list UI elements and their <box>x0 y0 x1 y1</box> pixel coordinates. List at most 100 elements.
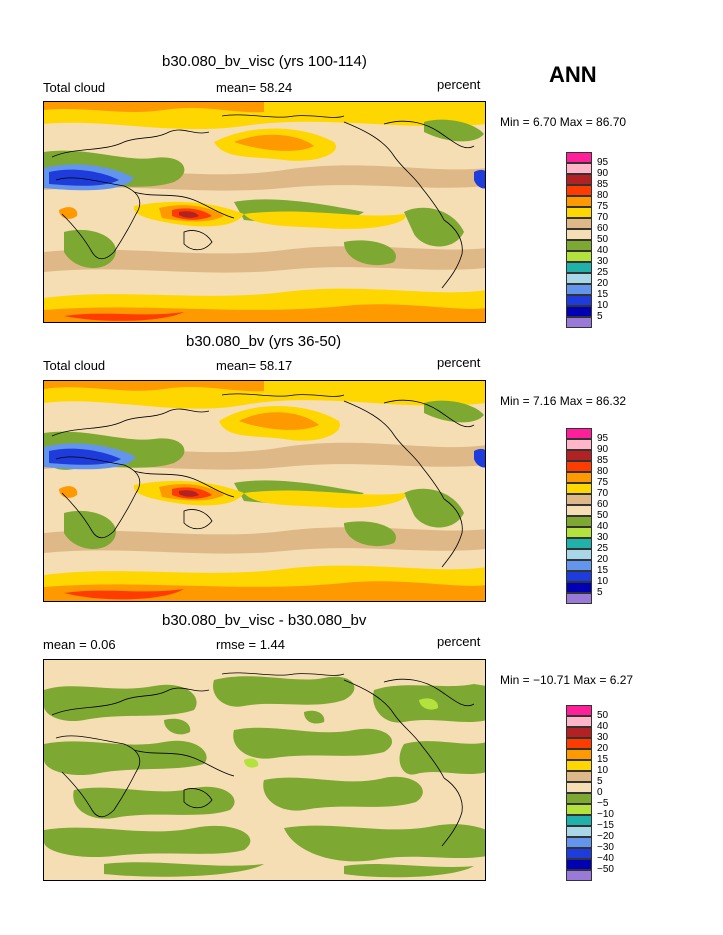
colorbar-swatch <box>566 771 592 782</box>
colorbar-level-label: 15 <box>597 754 609 765</box>
colorbar-level-label: 80 <box>597 190 609 201</box>
panel-1-units-label: percent <box>437 77 481 92</box>
colorbar-swatch <box>566 705 592 716</box>
panel-1-title: b30.080_bv_visc (yrs 100-114) <box>162 53 367 70</box>
colorbar-level-label: 70 <box>597 488 609 499</box>
colorbar-swatch <box>566 207 592 218</box>
colorbar-swatch <box>566 538 592 549</box>
panel-2-mean-label: mean= 58.17 <box>216 358 293 373</box>
panel-1-variable-label: Total cloud <box>43 80 106 95</box>
colorbar-swatch <box>566 273 592 284</box>
colorbar-level-label: 0 <box>597 787 603 798</box>
panel-1-map <box>43 101 486 323</box>
colorbar-level-label: 30 <box>597 732 609 743</box>
colorbar-swatch <box>566 185 592 196</box>
season-label: ANN <box>549 62 597 87</box>
colorbar-swatch <box>566 782 592 793</box>
colorbar-level-label: −50 <box>597 864 614 875</box>
colorbar-swatch <box>566 804 592 815</box>
colorbar-level-label: 5 <box>597 587 603 598</box>
colorbar-level-label: 60 <box>597 223 609 234</box>
colorbar-level-label: 85 <box>597 179 609 190</box>
colorbar-swatch <box>566 593 592 604</box>
colorbar-level-label: 60 <box>597 499 609 510</box>
panel-3-units-label: percent <box>437 634 481 649</box>
panel-2-variable-label: Total cloud <box>43 358 106 373</box>
colorbar-level-label: −40 <box>597 853 614 864</box>
colorbar-swatch <box>566 317 592 328</box>
colorbar-level-label: 75 <box>597 201 609 212</box>
colorbar-level-label: −10 <box>597 809 614 820</box>
colorbar-swatch <box>566 295 592 306</box>
colorbar-level-label: 75 <box>597 477 609 488</box>
colorbar-level-label: 20 <box>597 554 609 565</box>
panel-2-units-label: percent <box>437 355 481 370</box>
colorbar-level-label: 90 <box>597 168 609 179</box>
colorbar-swatch <box>566 251 592 262</box>
colorbar-swatch <box>566 229 592 240</box>
colorbar-swatch <box>566 262 592 273</box>
colorbar-swatch <box>566 859 592 870</box>
colorbar-level-label: 40 <box>597 721 609 732</box>
colorbar-level-label: 5 <box>597 311 603 322</box>
colorbar-level-label: −15 <box>597 820 614 831</box>
colorbar-level-label: 25 <box>597 267 609 278</box>
colorbar-level-label: 50 <box>597 510 609 521</box>
colorbar-swatch <box>566 483 592 494</box>
colorbar-level-label: 15 <box>597 565 609 576</box>
colorbar-level-label: 50 <box>597 234 609 245</box>
colorbar-level-label: 5 <box>597 776 603 787</box>
colorbar-level-label: −30 <box>597 842 614 853</box>
colorbar-swatch <box>566 749 592 760</box>
colorbar-swatch <box>566 837 592 848</box>
colorbar-swatch <box>566 870 592 881</box>
colorbar-level-label: 40 <box>597 245 609 256</box>
colorbar-swatch <box>566 716 592 727</box>
colorbar-level-label: −5 <box>597 798 609 809</box>
colorbar-swatch <box>566 727 592 738</box>
panel-3-minmax: Min = −10.71 Max = 6.27 <box>500 673 634 687</box>
colorbar-swatch <box>566 582 592 593</box>
panel-3-mean-label: mean = 0.06 <box>43 637 116 652</box>
colorbar-swatch <box>566 174 592 185</box>
panel-3-title: b30.080_bv_visc - b30.080_bv <box>162 612 367 629</box>
colorbar-level-label: 30 <box>597 256 609 267</box>
colorbar-swatch <box>566 240 592 251</box>
colorbar-swatch <box>566 738 592 749</box>
colorbar-swatch <box>566 450 592 461</box>
panel-3-map <box>43 659 486 881</box>
colorbar-swatch <box>566 793 592 804</box>
colorbar-swatch <box>566 527 592 538</box>
colorbar-swatch <box>566 306 592 317</box>
colorbar-swatch <box>566 549 592 560</box>
panel-1-minmax: Min = 6.70 Max = 86.70 <box>500 115 627 129</box>
colorbar-swatch <box>566 815 592 826</box>
panel-2-map <box>43 380 486 602</box>
colorbar-swatch <box>566 516 592 527</box>
panel-2-title: b30.080_bv (yrs 36-50) <box>186 333 342 350</box>
colorbar-level-label: 15 <box>597 289 609 300</box>
colorbar-swatch <box>566 848 592 859</box>
colorbar-swatch <box>566 284 592 295</box>
colorbar-level-label: 95 <box>597 433 609 444</box>
colorbar-swatch <box>566 163 592 174</box>
colorbar-swatch <box>566 760 592 771</box>
colorbar-level-label: 85 <box>597 455 609 466</box>
colorbar-level-label: −20 <box>597 831 614 842</box>
colorbar-level-label: 30 <box>597 532 609 543</box>
colorbar-level-label: 10 <box>597 765 609 776</box>
colorbar-level-label: 10 <box>597 576 609 587</box>
colorbar-level-label: 25 <box>597 543 609 554</box>
colorbar-swatch <box>566 439 592 450</box>
colorbar-level-label: 80 <box>597 466 609 477</box>
colorbar-swatch <box>566 494 592 505</box>
panel-1-mean-label: mean= 58.24 <box>216 80 293 95</box>
colorbar-level-label: 50 <box>597 710 609 721</box>
colorbar-swatch <box>566 428 592 439</box>
colorbar-swatch <box>566 571 592 582</box>
colorbar-level-label: 40 <box>597 521 609 532</box>
colorbar-swatch <box>566 461 592 472</box>
colorbar-swatch <box>566 196 592 207</box>
colorbar-level-label: 95 <box>597 157 609 168</box>
panel-2-minmax: Min = 7.16 Max = 86.32 <box>500 394 627 408</box>
